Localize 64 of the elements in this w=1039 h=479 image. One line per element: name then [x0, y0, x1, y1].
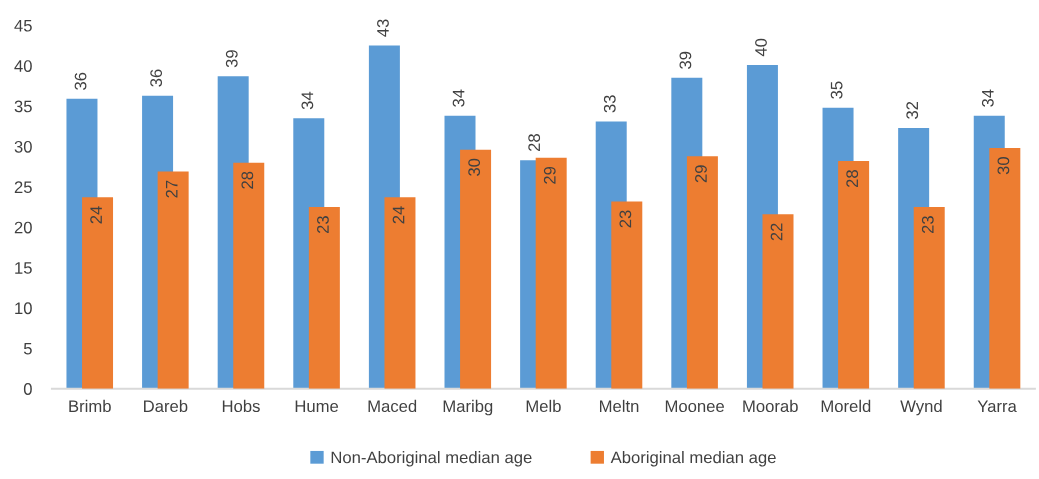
- data-label: 43: [377, 19, 389, 37]
- data-label: 23: [619, 210, 632, 228]
- bar: [82, 197, 114, 389]
- data-label: 30: [468, 158, 481, 176]
- data-label: 33: [603, 95, 616, 113]
- bar: [233, 162, 265, 389]
- bar: [308, 207, 340, 389]
- bar: [460, 149, 492, 389]
- bar: [686, 156, 718, 389]
- data-label: 23: [317, 216, 329, 234]
- x-tick-label: Moonee: [665, 400, 724, 413]
- legend-label: Aboriginal median age: [610, 451, 776, 467]
- bar: [384, 197, 416, 389]
- y-tick-label: 10: [15, 302, 32, 315]
- y-tick-label: 35: [14, 100, 32, 113]
- data-label: 27: [165, 180, 178, 198]
- x-tick-label: Yarra: [977, 400, 1017, 413]
- y-tick-label: 40: [14, 60, 32, 72]
- legend-label: Non-Aboriginal median age: [331, 451, 532, 467]
- data-label: 22: [770, 223, 783, 241]
- data-label: 28: [528, 134, 541, 152]
- data-label: 39: [225, 50, 238, 68]
- x-tick-label: Meltn: [600, 399, 639, 413]
- x-tick-label: Moorab: [743, 399, 798, 413]
- bar: [913, 207, 945, 389]
- y-tick-label: 5: [23, 342, 32, 355]
- bar: [838, 161, 870, 389]
- y-tick-label: 20: [14, 221, 32, 234]
- x-tick-label: Dareb: [144, 399, 188, 413]
- bar: [611, 201, 643, 389]
- data-label: 34: [981, 89, 994, 107]
- data-label: 32: [906, 101, 919, 119]
- data-label: 24: [90, 206, 102, 224]
- bar: [535, 157, 567, 389]
- x-tick-label: Hume: [295, 400, 339, 413]
- data-label: 36: [150, 69, 163, 87]
- data-label: 39: [679, 51, 692, 69]
- data-label: 36: [74, 72, 87, 90]
- data-label: 30: [997, 157, 1010, 175]
- y-tick-label: 45: [14, 19, 32, 32]
- x-tick-label: Melb: [526, 399, 561, 413]
- x-tick-label: Brimb: [69, 399, 111, 413]
- data-label: 29: [543, 166, 556, 184]
- data-label: 23: [921, 216, 934, 234]
- bar: [762, 214, 794, 389]
- data-label: 28: [241, 171, 254, 189]
- x-tick-label: Maribg: [443, 399, 493, 416]
- data-label: 34: [452, 89, 465, 107]
- data-label: 35: [830, 81, 843, 99]
- data-label: 40: [755, 38, 767, 57]
- bar: [989, 148, 1021, 389]
- y-tick-label: 15: [15, 262, 32, 274]
- x-tick-label: Maced: [368, 399, 417, 413]
- data-label: 28: [846, 170, 859, 188]
- y-tick-label: 30: [14, 140, 32, 153]
- x-tick-label: Moreld: [821, 399, 871, 413]
- data-label: 29: [695, 165, 707, 183]
- data-label: 24: [392, 206, 405, 224]
- data-label: 34: [301, 91, 314, 110]
- x-tick-label: Hobs: [222, 399, 260, 413]
- bar: [157, 171, 189, 389]
- y-tick-label: 25: [14, 181, 32, 194]
- x-tick-label: Wynd: [900, 399, 942, 416]
- y-tick-label: 0: [23, 383, 32, 395]
